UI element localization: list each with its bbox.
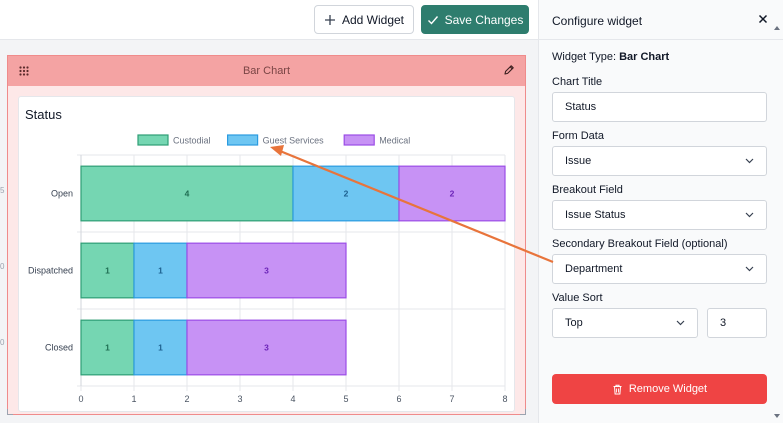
scroll-up-arrow-icon[interactable] bbox=[773, 24, 781, 32]
bar-data-label: 4 bbox=[185, 189, 190, 199]
value-sort-select[interactable]: Top bbox=[552, 308, 698, 338]
x-tick-label: 0 bbox=[78, 394, 83, 404]
chart-card: Status 0 1 2 3 4 5 6 7 8 Open 4 2 2 Dispatched 1 1 3 Clos… bbox=[18, 96, 515, 412]
legend-swatch bbox=[227, 134, 259, 146]
x-tick-label: 4 bbox=[290, 394, 295, 404]
drag-handle-icon[interactable] bbox=[19, 66, 29, 76]
resize-handle-bottom-left[interactable] bbox=[7, 409, 13, 415]
configure-widget-panel: Configure widget Widget Type: Bar Chart … bbox=[538, 0, 783, 423]
form-data-select[interactable]: Issue bbox=[552, 146, 767, 176]
secondary-breakout-select[interactable]: Department bbox=[552, 254, 767, 284]
x-tick-label: 3 bbox=[237, 394, 242, 404]
bar-data-label: 2 bbox=[344, 189, 349, 199]
trash-icon bbox=[613, 384, 622, 394]
breakout-field-label: Breakout Field bbox=[552, 184, 623, 196]
chart-title-label: Chart Title bbox=[552, 76, 603, 88]
chart-title: Status bbox=[25, 107, 62, 122]
scroll-down-arrow-icon[interactable] bbox=[773, 412, 781, 420]
secondary-breakout-value: Department bbox=[565, 263, 623, 275]
legend-swatch bbox=[343, 134, 375, 146]
x-tick-label: 7 bbox=[449, 394, 454, 404]
bar-data-label: 2 bbox=[450, 189, 455, 199]
category-label: Closed bbox=[45, 343, 73, 353]
add-widget-button[interactable]: Add Widget bbox=[314, 5, 414, 34]
check-icon bbox=[427, 15, 438, 25]
resize-handle-bottom-right[interactable] bbox=[520, 409, 526, 415]
x-tick-label: 1 bbox=[131, 394, 136, 404]
bar-data-label: 1 bbox=[105, 343, 110, 353]
bar-chart: 0 1 2 3 4 5 6 7 8 Open 4 2 2 Dispatched 1 1 3 Closed 1 1 3 Cu… bbox=[28, 134, 508, 404]
widget-type-value: Bar Chart bbox=[619, 51, 670, 63]
bar-segment bbox=[133, 319, 188, 376]
value-count-input[interactable] bbox=[707, 308, 767, 338]
save-changes-button[interactable]: Save Changes bbox=[421, 5, 529, 34]
bar-data-label: 3 bbox=[264, 343, 269, 353]
x-tick-label: 2 bbox=[184, 394, 189, 404]
legend-label: Guest Services bbox=[263, 136, 325, 146]
add-widget-label: Add Widget bbox=[341, 12, 405, 27]
breakout-field-value: Issue Status bbox=[565, 209, 626, 221]
widget-header: Bar Chart bbox=[8, 56, 525, 86]
bar-data-label: 1 bbox=[158, 343, 163, 353]
category-label: Open bbox=[51, 189, 73, 199]
chevron-down-icon bbox=[676, 320, 685, 326]
breakout-field-select[interactable]: Issue Status bbox=[552, 200, 767, 230]
widget-type-row: Widget Type: Bar Chart bbox=[552, 51, 669, 63]
bar-data-label: 1 bbox=[158, 266, 163, 276]
edge-marker: 5 bbox=[0, 186, 5, 195]
legend-label: Medical bbox=[379, 136, 410, 146]
x-tick-label: 6 bbox=[396, 394, 401, 404]
value-sort-value: Top bbox=[565, 317, 583, 329]
bar-segment bbox=[186, 319, 347, 376]
legend-label: Custodial bbox=[173, 136, 211, 146]
save-changes-label: Save Changes bbox=[444, 12, 524, 27]
chart-title-input[interactable] bbox=[552, 92, 767, 122]
remove-widget-button[interactable]: Remove Widget bbox=[552, 374, 767, 404]
panel-header: Configure widget bbox=[539, 0, 783, 40]
bar-data-label: 3 bbox=[264, 266, 269, 276]
widget-type-label: Widget Type: bbox=[552, 51, 616, 63]
category-label: Dispatched bbox=[28, 266, 73, 276]
toolbar: Add Widget Save Changes bbox=[0, 0, 538, 40]
close-icon[interactable] bbox=[756, 12, 770, 26]
legend-swatch bbox=[137, 134, 169, 146]
panel-title: Configure widget bbox=[552, 14, 643, 28]
edge-marker: 0 bbox=[0, 262, 5, 271]
bar-chart-widget[interactable]: Bar Chart Status 0 1 2 3 4 5 6 7 8 Open 4 2 2 Dispatc… bbox=[7, 55, 526, 415]
bar-segment bbox=[80, 165, 294, 222]
form-data-label: Form Data bbox=[552, 130, 604, 142]
x-tick-label: 5 bbox=[343, 394, 348, 404]
x-tick-label: 8 bbox=[502, 394, 507, 404]
form-data-value: Issue bbox=[565, 155, 592, 167]
secondary-breakout-label: Secondary Breakout Field (optional) bbox=[552, 238, 728, 250]
edge-marker: 0 bbox=[0, 338, 5, 347]
dashboard-canvas: Add Widget Save Changes 5 0 0 Bar Chart bbox=[0, 0, 538, 415]
widget-header-title: Bar Chart bbox=[242, 65, 291, 77]
pencil-icon[interactable] bbox=[503, 64, 515, 76]
bar-data-label: 1 bbox=[105, 266, 110, 276]
bar-segment bbox=[80, 242, 135, 299]
plus-icon bbox=[324, 14, 335, 25]
remove-widget-label: Remove Widget bbox=[628, 383, 708, 395]
value-sort-label: Value Sort bbox=[552, 292, 603, 304]
chevron-down-icon bbox=[745, 158, 754, 164]
bar-segment bbox=[133, 242, 188, 299]
chevron-down-icon bbox=[745, 212, 754, 218]
chevron-down-icon bbox=[745, 266, 754, 272]
